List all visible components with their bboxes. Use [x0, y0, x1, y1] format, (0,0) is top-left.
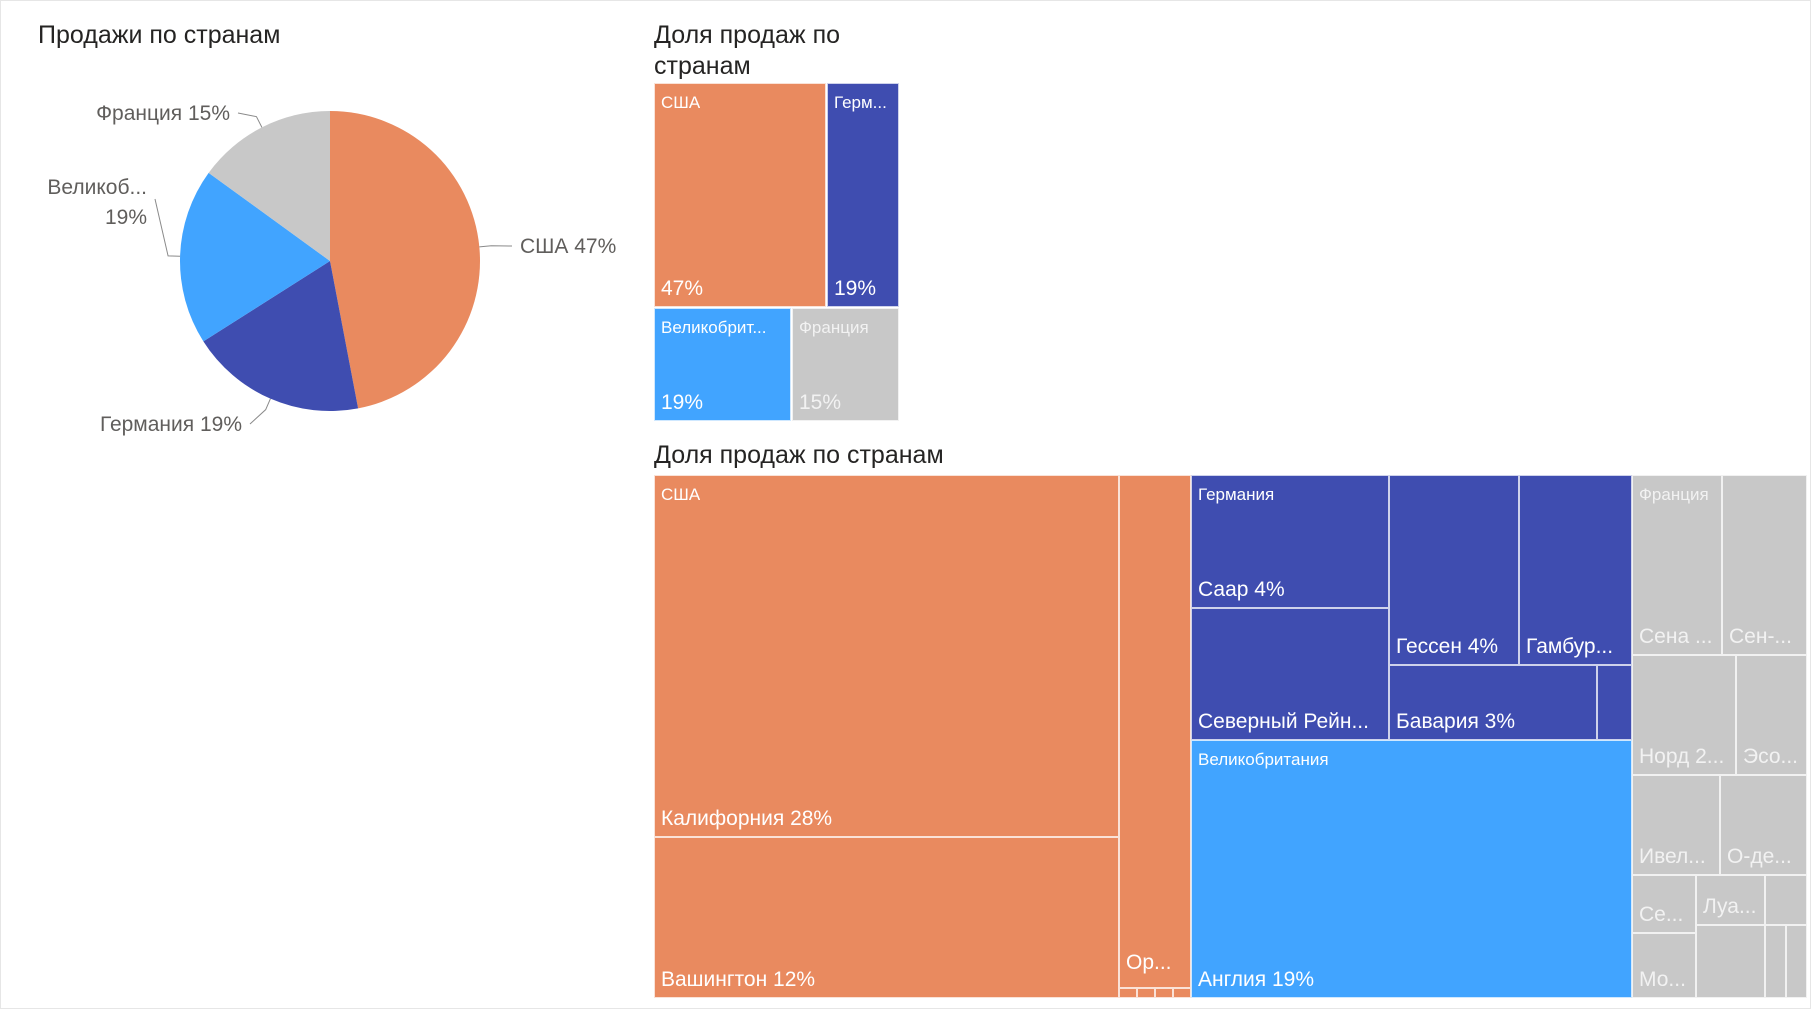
tile-uk-value: 19% [661, 391, 704, 414]
tile-hauts-de-seine-label: О-де... [1727, 845, 1792, 868]
tile-usa[interactable]: США 47% [654, 83, 826, 307]
tile-seine-et-marne-label: Се... [1639, 903, 1684, 926]
tile-moselle[interactable]: Мо... [1632, 933, 1696, 998]
tile-seine[interactable]: Франция Сена ... [1632, 475, 1722, 655]
group-usa-name: США [661, 485, 701, 504]
group-france-name: Франция [1639, 485, 1709, 504]
tile-yvelines-label: Ивел... [1639, 845, 1706, 868]
tile-germany-small[interactable] [1597, 665, 1632, 740]
tile-seine-et-marne[interactable]: Се... [1632, 875, 1696, 933]
slice-germany[interactable] [203, 261, 359, 411]
tile-washington-label: Вашингтон 12% [661, 968, 816, 991]
tile-hessen-label: Гессен 4% [1396, 635, 1499, 658]
label-uk: Великоб... 19% [47, 176, 147, 229]
tile-usa-small-1[interactable] [1119, 988, 1137, 998]
tile-hamburg[interactable]: Гамбур... [1519, 475, 1632, 665]
tile-moselle-label: Мо... [1639, 968, 1686, 991]
treemap-country-title: Доля продаж по странам [654, 21, 841, 80]
tile-seine-saint-denis-label: Сен-... [1729, 625, 1792, 648]
tile-essonne-label: Эсо... [1743, 745, 1799, 768]
slice-usa[interactable] [330, 111, 480, 409]
tile-nord-label: Норд 2... [1639, 745, 1725, 768]
label-uk-leader [154, 198, 181, 257]
tile-bavaria-label: Бавария 3% [1396, 710, 1516, 733]
tile-france-small-2[interactable] [1696, 925, 1765, 998]
tile-hamburg-label: Гамбур... [1526, 635, 1614, 658]
treemap-region-title: Доля продаж по странам [654, 441, 944, 469]
tile-oregon-label: Ор... [1126, 951, 1172, 974]
tile-france[interactable]: Франция 15% [792, 308, 899, 421]
tile-bavaria[interactable]: Бавария 3% [1389, 665, 1597, 740]
tile-france-name: Франция [799, 318, 869, 337]
slice-uk[interactable] [179, 172, 330, 342]
tile-loiret[interactable]: Луа... [1696, 875, 1765, 925]
tile-uk-name: Великобрит... [661, 318, 767, 337]
tile-nord[interactable]: Норд 2... [1632, 655, 1736, 775]
tile-usa-value: 47% [661, 277, 704, 300]
label-france: Франция 15% [96, 102, 230, 125]
tile-loiret-label: Луа... [1703, 895, 1757, 918]
tile-yvelines[interactable]: Ивел... [1632, 775, 1720, 875]
tile-nrw[interactable]: Северный Рейн... [1191, 608, 1389, 740]
label-germany-leader [249, 398, 271, 425]
tile-usa-small-2[interactable] [1137, 988, 1155, 998]
tile-saar[interactable]: Германия Саар 4% [1191, 475, 1389, 608]
group-germany-name: Германия [1198, 485, 1275, 504]
slice-france[interactable] [208, 111, 330, 261]
treemap-region[interactable]: США Калифорния 28% Вашингтон 12% Ор... Г… [654, 475, 1807, 998]
label-usa-leader [479, 245, 513, 248]
tile-hessen[interactable]: Гессен 4% [1389, 475, 1519, 665]
tile-washington[interactable]: Вашингтон 12% [654, 837, 1119, 998]
tile-england-label: Англия 19% [1198, 968, 1315, 991]
tile-usa-small-4[interactable] [1173, 988, 1191, 998]
tile-france-small-4[interactable] [1786, 925, 1807, 998]
tile-oregon[interactable]: Ор... [1119, 475, 1191, 988]
tile-seine-label: Сена ... [1639, 625, 1713, 648]
label-germany: Германия 19% [100, 413, 242, 436]
tile-germany-value: 19% [834, 277, 877, 300]
tile-uk[interactable]: Великобрит... 19% [654, 308, 791, 421]
tile-germany[interactable]: Герм... 19% [827, 83, 899, 307]
label-france-leader [237, 112, 263, 128]
label-usa: США 47% [520, 235, 616, 258]
tile-england[interactable]: Великобритания Англия 19% [1191, 740, 1632, 998]
pie-chart-title: Продажи по странам [38, 21, 281, 49]
tile-california[interactable]: США Калифорния 28% [654, 475, 1119, 837]
tile-seine-saint-denis[interactable]: Сен-... [1722, 475, 1807, 655]
tile-saar-label: Саар 4% [1198, 578, 1285, 601]
tile-germany-name: Герм... [834, 93, 887, 112]
tile-france-small-3[interactable] [1765, 925, 1786, 998]
tile-nrw-label: Северный Рейн... [1198, 710, 1369, 733]
tile-usa-name: США [661, 93, 701, 112]
group-uk-name: Великобритания [1198, 750, 1329, 769]
tile-hauts-de-seine[interactable]: О-де... [1720, 775, 1807, 875]
tile-california-label: Калифорния 28% [661, 807, 833, 830]
treemap-country[interactable]: США 47% Герм... 19% Великобрит... 19% Фр… [654, 83, 899, 421]
pie-chart[interactable]: США 47% Германия 19% Великоб... 19% Франция … [0, 70, 650, 450]
tile-france-small-1[interactable] [1765, 875, 1807, 925]
tile-essonne[interactable]: Эсо... [1736, 655, 1807, 775]
tile-france-value: 15% [799, 391, 842, 414]
tile-usa-small-3[interactable] [1155, 988, 1173, 998]
